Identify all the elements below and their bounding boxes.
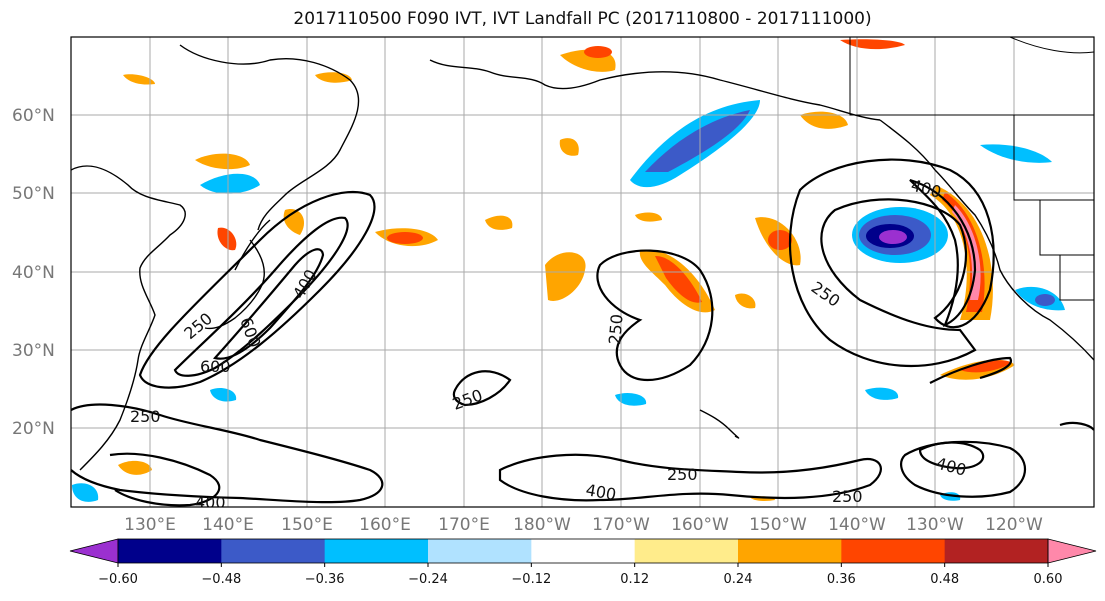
positive-anomaly: [559, 138, 579, 156]
colorbar-extend-high: [1047, 538, 1097, 564]
colorbar-tick-label: 0.48: [930, 572, 959, 587]
colorbar-tick-label: −0.24: [408, 572, 448, 587]
positive-anomaly: [118, 460, 152, 475]
contour-label: 600: [200, 357, 231, 376]
negative-anomaly: [879, 230, 907, 244]
lon-tick-label: 120°W: [985, 515, 1043, 535]
colorbar-segment: [944, 539, 1049, 563]
lon-tick-label: 140°E: [202, 515, 254, 535]
positive-anomaly: [960, 360, 1012, 373]
colorbar-tick-label: 0.36: [827, 572, 856, 587]
positive-anomaly: [768, 230, 792, 250]
contour-label: 250: [605, 313, 627, 345]
map-border: [70, 36, 1095, 508]
colorbar-tick-label: 0.60: [1034, 572, 1063, 587]
negative-anomaly: [210, 388, 237, 402]
lon-tick-label: 180°W: [513, 515, 571, 535]
positive-anomaly: [387, 232, 423, 244]
lon-tick-label: 160°W: [671, 515, 729, 535]
colorbar-tick-label: 0.12: [620, 572, 649, 587]
lon-tick-label: 140°W: [828, 515, 886, 535]
map-title: 2017110500 F090 IVT, IVT Landfall PC (20…: [293, 9, 872, 29]
ivt-contours: [71, 158, 1094, 507]
colorbar-tick-label: −0.60: [98, 572, 138, 587]
colorbar-segment: [221, 539, 326, 563]
lat-tick-label: 20°N: [12, 419, 55, 439]
colorbar-segment: [634, 539, 739, 563]
colorbar-tick-label: 0.24: [724, 572, 753, 587]
positive-anomaly: [655, 255, 702, 303]
positive-anomaly: [635, 212, 662, 222]
colorbar-segment: [841, 539, 946, 563]
contour-label: 250: [832, 487, 863, 506]
colorbar-tick-label: −0.48: [201, 572, 241, 587]
contour-label: 250: [667, 465, 698, 484]
lon-tick-label: 150°W: [749, 515, 807, 535]
negative-anomaly: [1035, 294, 1055, 306]
negative-anomaly: [980, 144, 1052, 163]
lat-axis: 60°N 50°N 40°N 30°N 20°N: [12, 106, 55, 439]
negative-anomaly: [865, 387, 899, 400]
colorbar-segment: [531, 539, 636, 563]
colorbar-tick-label: −0.36: [305, 572, 345, 587]
positive-anomaly: [840, 39, 905, 50]
lon-tick-label: 150°E: [281, 515, 333, 535]
ivt-shading: [72, 39, 1065, 502]
political-borders: [849, 37, 1094, 301]
lat-tick-label: 60°N: [12, 106, 55, 126]
positive-anomaly: [735, 293, 756, 309]
contour-label: 250: [130, 407, 161, 426]
lon-tick-label: 160°E: [359, 515, 411, 535]
positive-anomaly: [217, 227, 237, 251]
lon-tick-label: 130°E: [124, 515, 176, 535]
positive-anomaly: [545, 252, 586, 301]
colorbar-outline: [117, 538, 1049, 564]
lat-tick-label: 40°N: [12, 263, 55, 283]
positive-anomaly: [584, 46, 612, 58]
lat-tick-label: 50°N: [12, 184, 55, 204]
lon-axis: 130°E 140°E 150°E 160°E 170°E 180°W 170°…: [124, 515, 1043, 535]
lon-tick-label: 170°E: [438, 515, 490, 535]
negative-anomaly: [615, 393, 647, 406]
colorbar-segment: [738, 539, 842, 563]
colorbar-extend-low: [69, 538, 119, 564]
coastlines: [71, 44, 1094, 471]
lon-tick-label: 170°W: [592, 515, 650, 535]
negative-anomaly: [72, 483, 99, 502]
contour-label: 400: [195, 493, 226, 512]
positive-anomaly: [195, 153, 250, 170]
positive-anomaly: [485, 215, 513, 230]
colorbar-segment: [324, 539, 429, 563]
lon-tick-label: 130°W: [906, 515, 964, 535]
lat-tick-label: 30°N: [12, 341, 55, 361]
colorbar-segment: [118, 539, 222, 563]
positive-anomaly: [123, 74, 155, 85]
negative-anomaly: [645, 110, 750, 172]
colorbar: −0.60 −0.48 −0.36 −0.24 −0.12 0.12 0.24 0.36 0.4…: [69, 538, 1097, 587]
positive-anomaly: [800, 111, 848, 129]
negative-anomaly: [200, 173, 260, 194]
colorbar-tick-label: −0.12: [511, 572, 551, 587]
colorbar-segment: [428, 539, 532, 563]
